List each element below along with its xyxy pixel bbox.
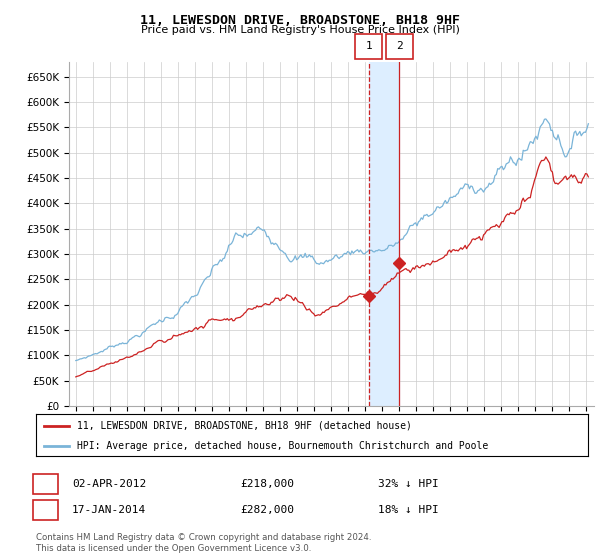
Text: 2: 2 (396, 41, 403, 51)
Text: 17-JAN-2014: 17-JAN-2014 (72, 505, 146, 515)
Text: 1: 1 (42, 479, 49, 489)
Text: HPI: Average price, detached house, Bournemouth Christchurch and Poole: HPI: Average price, detached house, Bour… (77, 441, 488, 451)
Text: 11, LEWESDON DRIVE, BROADSTONE, BH18 9HF: 11, LEWESDON DRIVE, BROADSTONE, BH18 9HF (140, 14, 460, 27)
Text: 02-APR-2012: 02-APR-2012 (72, 479, 146, 489)
Text: 32% ↓ HPI: 32% ↓ HPI (378, 479, 439, 489)
Text: Price paid vs. HM Land Registry's House Price Index (HPI): Price paid vs. HM Land Registry's House … (140, 25, 460, 35)
Text: 1: 1 (365, 41, 372, 51)
Text: Contains HM Land Registry data © Crown copyright and database right 2024.
This d: Contains HM Land Registry data © Crown c… (36, 533, 371, 553)
Text: 11, LEWESDON DRIVE, BROADSTONE, BH18 9HF (detached house): 11, LEWESDON DRIVE, BROADSTONE, BH18 9HF… (77, 421, 412, 431)
Text: £218,000: £218,000 (240, 479, 294, 489)
Bar (369, 62, 399, 406)
Text: 18% ↓ HPI: 18% ↓ HPI (378, 505, 439, 515)
Text: 2: 2 (42, 505, 49, 515)
Text: £282,000: £282,000 (240, 505, 294, 515)
